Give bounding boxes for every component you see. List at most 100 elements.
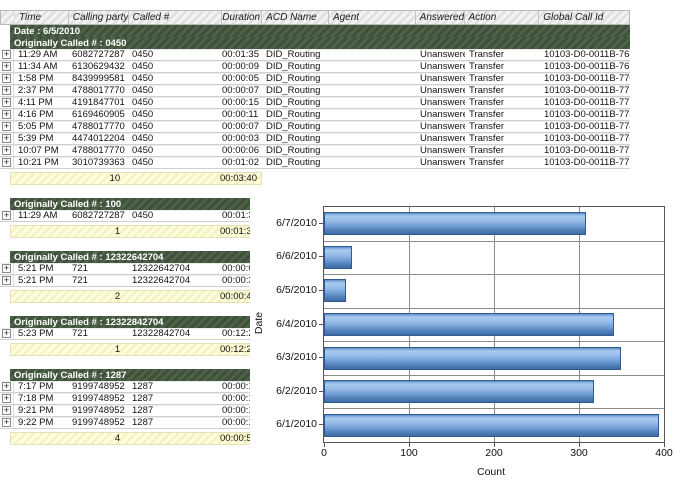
table-row: +11:34 AM 6130629432 0450 00:00:09 DID_Routi…: [0, 61, 630, 73]
expand-row-icon[interactable]: +: [2, 97, 11, 107]
cell-duration: 00:00:14: [222, 405, 259, 416]
cell-called: 0450: [132, 210, 154, 221]
row-gutter-cell: +: [0, 133, 14, 144]
chart-bar-6-5-2010: [324, 279, 346, 302]
row-gutter-cell: +: [0, 381, 14, 392]
expand-row-icon[interactable]: +: [2, 381, 11, 391]
table-row: +5:05 PM 4788017770 0450 00:00:07 DID_Routin…: [0, 121, 630, 133]
cell-duration: 00:01:02: [222, 157, 259, 168]
row-gutter-cell: +: [0, 263, 14, 274]
cell-acd: DID_Routing: [266, 97, 321, 108]
column-header-agent[interactable]: Agent: [328, 11, 416, 24]
expand-row-icon[interactable]: +: [2, 49, 11, 59]
column-header-action[interactable]: Action: [464, 11, 540, 24]
cell-agent: [329, 61, 416, 72]
table-row: +2:37 PM 4788017770 0450 00:00:07 DID_Routin…: [0, 85, 630, 97]
chart-x-axis-title: Count: [477, 466, 506, 478]
table-row: +9:21 PM 9199748952 1287 00:00:14: [0, 405, 262, 417]
table-row: +7:18 PM 9199748952 1287 00:00:12: [0, 393, 262, 405]
cell-calling: 6130629432: [72, 61, 125, 72]
expand-row-icon[interactable]: +: [2, 405, 11, 415]
expand-row-icon[interactable]: +: [2, 61, 11, 71]
cell-agent: [329, 109, 416, 120]
cell-calling: 6169460905: [72, 109, 125, 120]
originally-called-banner: Originally Called # : 100: [10, 198, 262, 210]
summary-call-count: 2: [114, 291, 121, 302]
row-gutter-cell: +: [0, 405, 14, 416]
expand-row-icon[interactable]: +: [2, 145, 11, 155]
cell-time: 10:07 PM: [18, 145, 59, 156]
cell-global_id: 10103-D0-0011B-772: [544, 97, 630, 108]
cell-time: 7:18 PM: [18, 393, 54, 404]
row-gutter-cell: +: [0, 121, 14, 132]
column-header-calling[interactable]: Calling party #: [68, 11, 129, 24]
summary-call-count: 4: [114, 433, 121, 444]
expand-row-icon[interactable]: +: [2, 133, 11, 143]
expand-row-icon[interactable]: +: [2, 73, 11, 83]
cell-calling: 6082727287: [72, 49, 125, 60]
expand-row-icon[interactable]: +: [2, 210, 11, 220]
expand-row-icon[interactable]: +: [2, 275, 11, 285]
summary-call-count: 10: [109, 173, 121, 184]
cell-called: 0450: [132, 61, 154, 72]
x-tick-mark: [494, 443, 495, 447]
cell-global_id: 10103-D0-0011B-768: [544, 49, 630, 60]
summary-call-count: 1: [114, 226, 121, 237]
expand-row-icon[interactable]: +: [2, 157, 11, 167]
table-row: +4:16 PM 6169460905 0450 00:00:11 DID_Routin…: [0, 109, 630, 121]
cell-agent: [329, 73, 416, 84]
expand-row-icon[interactable]: +: [2, 393, 11, 403]
cell-acd: DID_Routing: [266, 61, 321, 72]
chart-bar-6-3-2010: [324, 347, 621, 370]
row-gutter-cell: +: [0, 85, 14, 96]
chart-gridline-horizontal: [324, 341, 664, 342]
expand-row-icon[interactable]: +: [2, 328, 11, 338]
group-summary-row: 2 00:00:43: [10, 290, 262, 303]
expand-row-icon[interactable]: +: [2, 263, 11, 273]
cell-time: 5:21 PM: [18, 275, 54, 286]
table-row: +5:21 PM 721 12322642704 00:00:09: [0, 263, 262, 275]
cell-called: 0450: [132, 73, 154, 84]
expand-row-icon[interactable]: +: [2, 121, 11, 131]
table-row: +11:29 AM 6082727287 0450 00:01:35 DID_Routi…: [0, 49, 630, 61]
summary-call-count: 1: [114, 344, 121, 355]
expand-row-icon[interactable]: +: [2, 85, 11, 95]
cell-calling: 9199748952: [72, 405, 125, 416]
y-tick-label: 6/7/2010: [276, 217, 317, 229]
cell-calling: 6082727287: [72, 210, 125, 221]
cell-agent: [329, 97, 416, 108]
cell-calling: 4788017770: [72, 121, 125, 132]
cell-duration: 00:00:15: [222, 97, 259, 108]
originally-called-banner: Originally Called # : 12322642704: [10, 251, 262, 263]
expand-row-icon[interactable]: +: [2, 109, 11, 119]
cell-calling: 9199748952: [72, 417, 125, 428]
cell-answered: Unanswered: [420, 109, 465, 120]
column-header-acd[interactable]: ACD Name: [262, 11, 329, 24]
chart-y-axis-title: Date: [253, 311, 266, 334]
cell-time: 10:21 PM: [18, 157, 59, 168]
table-row: +5:21 PM 721 12322642704 00:00:34: [0, 275, 262, 287]
row-gutter-cell: +: [0, 328, 14, 339]
column-header-global_id[interactable]: Global Call Id: [539, 11, 629, 24]
cell-action: Transfer: [469, 49, 505, 60]
cell-duration: 00:00:13: [222, 381, 259, 392]
row-gutter-cell: +: [0, 97, 14, 108]
expand-row-icon[interactable]: +: [2, 417, 11, 427]
cell-time: 11:34 AM: [18, 61, 58, 72]
cell-time: 5:21 PM: [18, 263, 54, 274]
cell-duration: 00:00:11: [222, 417, 259, 428]
y-tick-mark: [319, 324, 323, 325]
cell-answered: Unanswered: [420, 157, 465, 168]
group-summary-row: 4 00:00:50: [10, 432, 262, 445]
column-header-answered[interactable]: Answered: [415, 11, 465, 24]
chart-gridline-horizontal: [324, 408, 664, 409]
cell-calling: 4474012204: [72, 133, 125, 144]
column-header-called[interactable]: Called #: [128, 11, 223, 24]
column-header-duration[interactable]: Duration: [222, 11, 263, 24]
cell-duration: 00:00:09: [222, 263, 259, 274]
column-header-time[interactable]: Time: [14, 11, 69, 24]
cell-called: 0450: [132, 121, 154, 132]
